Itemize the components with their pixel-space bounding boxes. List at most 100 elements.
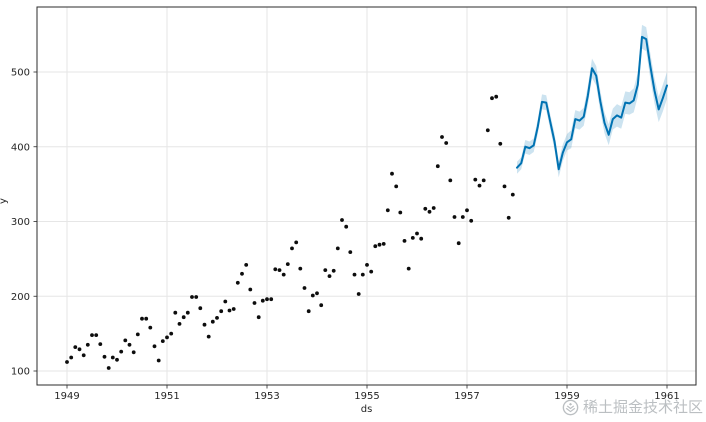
data-point xyxy=(365,263,369,267)
x-tick-label: 1957 xyxy=(454,391,479,402)
data-point xyxy=(219,309,224,314)
data-point xyxy=(273,267,278,272)
data-point xyxy=(381,242,386,246)
data-point xyxy=(131,350,136,355)
data-point xyxy=(185,310,190,315)
data-point xyxy=(152,344,157,349)
data-point xyxy=(160,339,165,343)
data-point xyxy=(427,209,432,214)
x-axis-label: ds xyxy=(360,404,373,415)
data-point xyxy=(140,316,144,321)
data-point xyxy=(210,319,215,324)
data-point xyxy=(85,342,90,347)
data-point xyxy=(444,141,449,145)
data-point xyxy=(298,266,303,271)
data-point xyxy=(344,224,349,229)
data-point xyxy=(135,332,140,337)
data-point xyxy=(290,246,294,251)
data-point xyxy=(177,322,182,326)
data-point xyxy=(385,208,390,213)
data-point xyxy=(402,239,407,243)
data-point xyxy=(373,244,378,249)
data-point xyxy=(302,286,307,290)
y-tick-label: 100 xyxy=(11,367,30,378)
data-point xyxy=(419,236,424,241)
data-point xyxy=(352,272,357,277)
data-point xyxy=(452,215,457,219)
data-point xyxy=(215,316,219,320)
data-point xyxy=(477,183,482,188)
data-point xyxy=(473,177,478,182)
data-point xyxy=(106,366,111,370)
data-point xyxy=(448,178,453,183)
data-point xyxy=(498,141,503,146)
y-tick-label: 200 xyxy=(11,292,30,303)
data-point xyxy=(260,298,265,303)
data-point xyxy=(456,241,461,246)
data-point xyxy=(223,299,228,304)
data-point xyxy=(485,128,490,133)
data-point xyxy=(348,250,353,255)
data-point xyxy=(315,291,319,296)
data-point xyxy=(98,342,103,346)
data-point xyxy=(356,292,361,296)
data-point xyxy=(194,295,199,299)
data-point xyxy=(377,242,382,247)
x-tick-label: 1961 xyxy=(654,391,679,402)
data-point xyxy=(198,306,203,311)
data-point xyxy=(277,268,282,272)
data-point xyxy=(319,303,324,308)
data-point xyxy=(127,342,132,347)
data-point xyxy=(481,178,486,183)
data-point xyxy=(94,333,99,337)
forecast-uncertainty-band xyxy=(517,24,667,178)
y-tick-label: 500 xyxy=(11,68,30,79)
data-point xyxy=(310,293,315,298)
data-point xyxy=(435,164,440,169)
data-point xyxy=(144,316,149,321)
data-point xyxy=(406,266,411,271)
plot-border xyxy=(36,6,697,386)
data-point xyxy=(431,206,436,210)
data-point xyxy=(265,297,269,302)
x-tick-label: 1953 xyxy=(254,391,279,402)
data-point xyxy=(252,301,257,305)
data-point xyxy=(465,208,469,213)
data-point xyxy=(410,236,415,240)
data-point xyxy=(469,218,474,223)
data-point xyxy=(148,325,153,330)
x-tick-label: 1955 xyxy=(354,391,379,402)
data-point xyxy=(231,307,236,311)
data-point xyxy=(510,192,515,197)
data-point xyxy=(340,218,344,222)
data-point xyxy=(369,269,374,274)
data-point xyxy=(494,94,499,99)
data-point xyxy=(323,268,328,272)
data-point xyxy=(115,357,119,362)
data-point xyxy=(490,96,494,101)
data-point xyxy=(102,354,107,359)
data-point xyxy=(460,215,465,219)
data-point xyxy=(281,272,286,277)
data-point xyxy=(331,268,336,273)
data-point xyxy=(69,355,74,360)
data-point xyxy=(360,272,365,277)
data-point xyxy=(110,355,115,360)
data-point xyxy=(398,210,403,215)
data-point xyxy=(190,295,194,299)
forecast-line xyxy=(516,35,668,171)
data-point xyxy=(240,271,244,276)
data-point xyxy=(440,135,444,139)
data-point xyxy=(169,331,174,336)
data-point xyxy=(415,231,419,236)
x-tick-label: 1951 xyxy=(154,391,179,402)
y-tick-label: 400 xyxy=(11,142,30,153)
data-point xyxy=(235,280,240,285)
data-point xyxy=(206,334,211,339)
data-point xyxy=(269,297,274,302)
data-point xyxy=(335,246,340,251)
data-point xyxy=(294,240,299,245)
data-point xyxy=(256,315,261,320)
